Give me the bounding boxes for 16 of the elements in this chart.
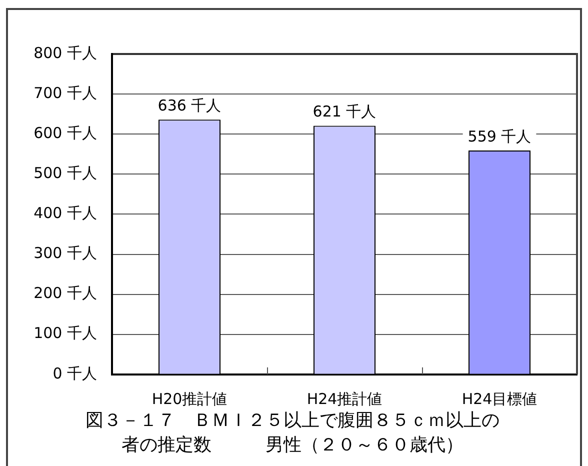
data-label: 636 千人 [158,96,222,115]
x-tick-label: H24推計値 [306,390,382,408]
y-tick-label: 800 千人 [34,44,97,62]
data-label: 559 千人 [468,127,532,146]
y-tick-label: 600 千人 [34,124,97,142]
y-tick-label: 0 千人 [52,364,97,382]
y-tick-label: 500 千人 [34,164,97,182]
y-tick-label: 100 千人 [34,324,97,342]
y-tick-label: 400 千人 [34,204,97,222]
x-tick-label: H24目標値 [462,390,538,408]
y-tick-label: 200 千人 [34,284,97,302]
x-tick-label: H20推計値 [152,390,228,408]
y-tick-label: 300 千人 [34,244,97,262]
text: 図３－１７ ＢＭＩ２５以上で腹囲８５ｃｍ以上の者の推定数 男性（２０～６０歳代） [86,410,500,456]
y-tick-label: 700 千人 [34,84,97,102]
data-label: 621 千人 [312,102,376,121]
